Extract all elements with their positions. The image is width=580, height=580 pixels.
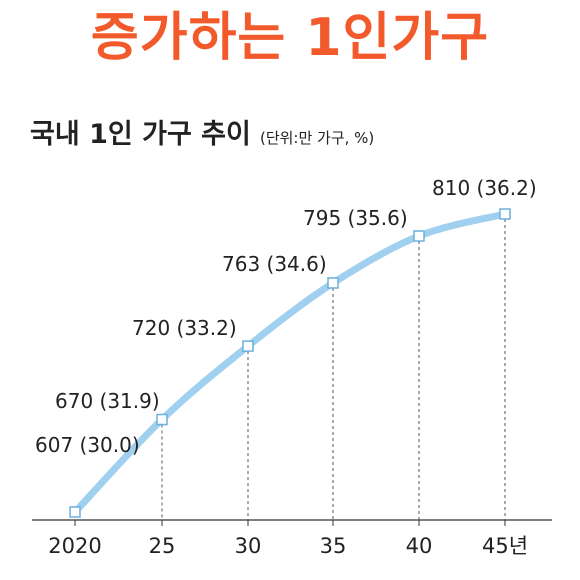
x-tick-label-5: 45년 — [482, 534, 528, 558]
chart-unit: (단위:만 가구, %) — [259, 129, 375, 147]
x-tick-label-3: 35 — [320, 534, 347, 558]
data-label-3: 763 (34.6) — [222, 252, 327, 276]
data-label-5: 810 (36.2) — [432, 176, 537, 200]
chart-title: 국내 1인 가구 추이 — [30, 119, 251, 150]
data-point-5 — [499, 208, 511, 220]
data-label-0: 607 (30.0) — [35, 433, 140, 457]
headline: 증가하는 1인가구 — [90, 8, 490, 68]
x-tick-label-4: 40 — [406, 534, 433, 558]
data-label-1: 670 (31.9) — [55, 389, 160, 413]
x-tick-label-1: 25 — [149, 534, 176, 558]
chart-title-row: 국내 1인 가구 추이 (단위:만 가구, %) — [30, 112, 374, 151]
data-point-4 — [413, 230, 425, 242]
data-point-2 — [242, 340, 254, 352]
data-label-2: 720 (33.2) — [132, 316, 237, 340]
data-point-0 — [69, 506, 81, 518]
data-point-1 — [156, 413, 168, 426]
x-tick-label-0: 2020 — [48, 534, 101, 558]
data-label-4: 795 (35.6) — [303, 206, 408, 230]
data-point-3 — [327, 277, 339, 289]
x-tick-label-2: 30 — [235, 534, 262, 558]
